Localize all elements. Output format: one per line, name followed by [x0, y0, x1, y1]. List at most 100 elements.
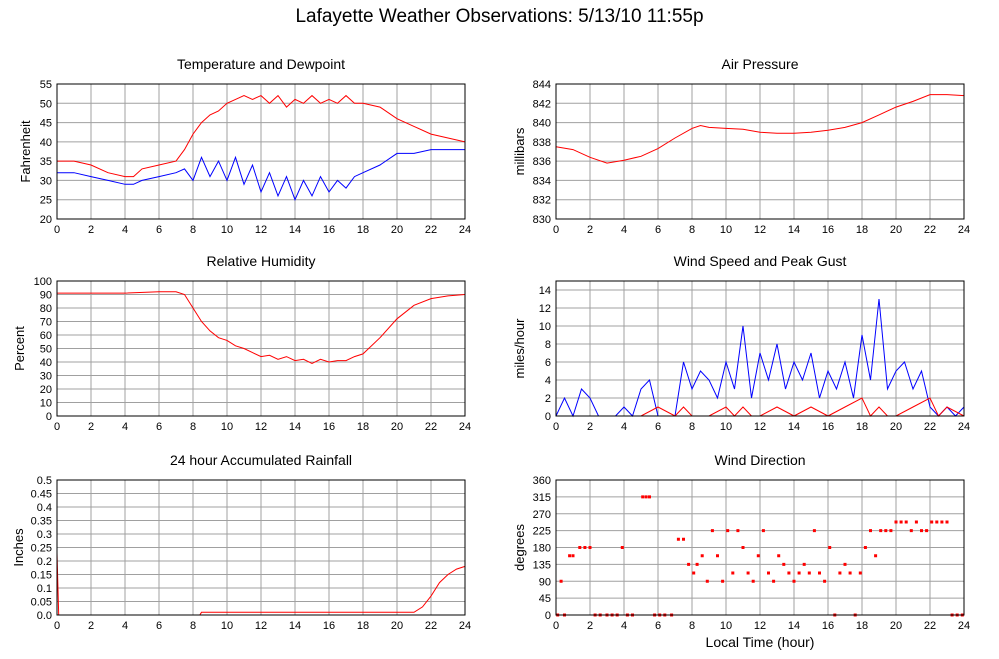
direction-point: [676, 537, 680, 541]
direction-point: [620, 546, 624, 549]
pressure-frame: [555, 83, 965, 220]
rain-y-tick-label: 0.15: [31, 570, 52, 582]
direction-x-tick-label: 16: [822, 620, 834, 632]
direction-point: [863, 546, 867, 549]
direction-point: [710, 529, 714, 533]
direction-point: [700, 554, 704, 558]
pressure-y-tick-label: 838: [533, 137, 551, 149]
humidity-x-tick-label: 2: [88, 421, 94, 433]
rain-x-tick-label: 18: [357, 620, 369, 632]
humidity-chart: 0 2 4 6 8 10 12 14 16 18 20 22 240102030405060708090…: [12, 253, 471, 433]
humidity-x-tick-label: 24: [459, 421, 471, 433]
rain-x-tick-label: 24: [459, 620, 471, 632]
humidity-x-tick-label: 20: [391, 421, 403, 433]
pressure-series-line-1: [555, 94, 965, 164]
direction-point: [741, 546, 745, 549]
wind-y-tick-label: 6: [545, 357, 551, 369]
humidity-y-tick-label: 70: [40, 317, 52, 329]
temp-x-tick-label: 20: [391, 224, 403, 236]
direction-x-tick-label: 8: [689, 620, 695, 632]
temp-chart: 0 2 4 6 8 10 12 14 16 18 20 22 242025303540455055Tem…: [18, 56, 471, 236]
direction-point: [682, 537, 685, 541]
pressure-y-tick-label: 844: [533, 79, 551, 91]
rain-title: 24 hour Accumulated Rainfall: [170, 452, 352, 468]
wind-y-tick-label: 8: [545, 339, 551, 351]
direction-x-tick-label: 4: [621, 620, 627, 632]
direction-point: [641, 495, 645, 499]
pressure-y-tick-label: 836: [533, 156, 551, 168]
direction-point: [767, 571, 770, 575]
direction-point: [721, 579, 725, 583]
direction-point: [731, 571, 735, 575]
humidity-x-tick-label: 14: [289, 421, 301, 433]
direction-point: [935, 520, 939, 524]
pressure-x-tick-label: 24: [958, 224, 970, 236]
pressure-y-axis-label: millibars: [512, 127, 527, 175]
wind-x-tick-label: 2: [587, 421, 593, 433]
wind-y-tick-label: 14: [539, 285, 551, 297]
direction-point: [930, 520, 934, 524]
temp-series-line-1: [57, 94, 466, 178]
wind-y-tick-label: 10: [539, 321, 551, 333]
direction-y-tick-label: 315: [533, 492, 551, 504]
pressure-x-tick-label: 18: [856, 224, 868, 236]
rain-y-tick-label: 0.05: [31, 597, 52, 609]
wind-x-tick-label: 0: [553, 421, 559, 433]
humidity-x-tick-label: 0: [54, 421, 60, 433]
direction-point: [802, 562, 806, 566]
direction-point: [751, 579, 755, 583]
wind-y-tick-label: 4: [545, 375, 551, 387]
direction-x-tick-label: 2: [587, 620, 593, 632]
direction-point: [792, 579, 796, 583]
direction-point: [559, 579, 563, 583]
direction-x-tick-label: 18: [856, 620, 868, 632]
rain-x-tick-label: 16: [323, 620, 335, 632]
rain-x-tick-label: 4: [122, 620, 128, 632]
wind-x-tick-label: 4: [621, 421, 627, 433]
temp-x-tick-label: 14: [289, 224, 301, 236]
direction-point: [687, 562, 691, 566]
pressure-chart: 0 2 4 6 8 10 12 14 16 18 20 22 248308328348368388408…: [512, 56, 970, 236]
direction-x-tick-label: 20: [890, 620, 902, 632]
rain-x-tick-label: 6: [156, 620, 162, 632]
rain-x-tick-label: 20: [391, 620, 403, 632]
humidity-y-tick-label: 20: [40, 384, 52, 396]
temp-y-axis-label: Fahrenheit: [18, 120, 33, 183]
rain-x-tick-label: 12: [255, 620, 267, 632]
direction-point: [879, 529, 883, 533]
wind-x-tick-label: 12: [754, 421, 766, 433]
wind-x-tick-label: 14: [788, 421, 800, 433]
temp-y-tick-label: 30: [40, 175, 52, 187]
temp-title: Temperature and Dewpoint: [177, 56, 345, 72]
direction-point: [828, 546, 832, 549]
direction-frame: [555, 479, 965, 616]
humidity-x-tick-label: 16: [323, 421, 335, 433]
rain-x-tick-label: 22: [425, 620, 437, 632]
direction-point: [823, 579, 827, 583]
humidity-x-tick-label: 22: [425, 421, 437, 433]
direction-y-tick-label: 360: [533, 475, 551, 487]
direction-point: [894, 520, 898, 524]
direction-point: [716, 554, 719, 558]
rain-x-tick-label: 2: [88, 620, 94, 632]
pressure-y-tick-label: 830: [533, 214, 551, 226]
temp-x-tick-label: 16: [323, 224, 335, 236]
wind-x-tick-label: 10: [720, 421, 732, 433]
humidity-y-tick-label: 30: [40, 371, 52, 383]
direction-point: [761, 529, 765, 533]
direction-chart: 0 2 4 6 8 10 12 14 16 18 20 22 240459013518022527031…: [512, 452, 970, 632]
temp-y-tick-label: 55: [40, 79, 52, 91]
direction-x-tick-label: 24: [958, 620, 970, 632]
direction-point: [782, 562, 786, 566]
direction-point: [812, 529, 816, 533]
wind-series-line-1: [555, 298, 965, 418]
direction-point: [925, 529, 929, 533]
temp-x-tick-label: 12: [255, 224, 267, 236]
direction-point: [746, 571, 750, 575]
direction-y-tick-label: 225: [533, 526, 551, 538]
humidity-x-tick-label: 10: [221, 421, 233, 433]
wind-x-tick-label: 6: [655, 421, 661, 433]
direction-y-axis-label: degrees: [512, 524, 527, 571]
